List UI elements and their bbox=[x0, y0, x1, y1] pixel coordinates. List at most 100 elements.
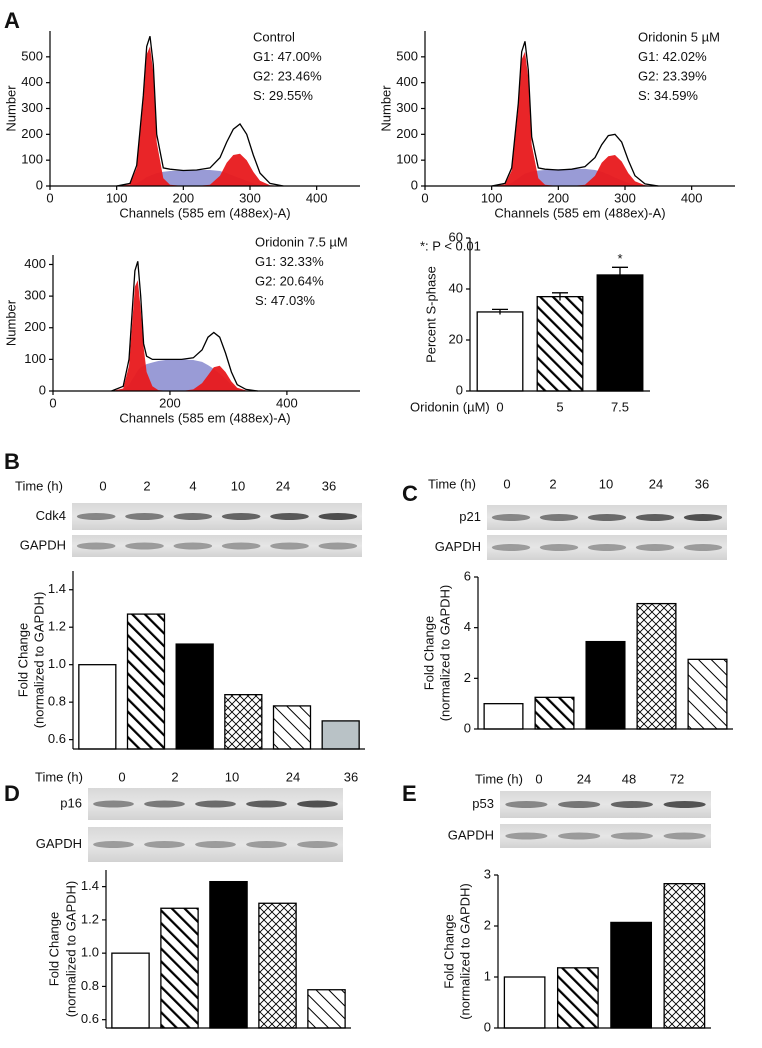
outline bbox=[116, 36, 284, 187]
error-bar bbox=[612, 266, 628, 283]
annotation: G2: 23.46% bbox=[253, 68, 322, 83]
lane-label: 24 bbox=[577, 771, 591, 786]
lane-label: 24 bbox=[286, 769, 300, 784]
panel-label: E bbox=[402, 781, 417, 806]
x-tick-label: 0 bbox=[421, 190, 428, 205]
y-axis-label: Fold Change bbox=[15, 623, 30, 697]
bar bbox=[126, 613, 166, 750]
bar bbox=[663, 883, 706, 1029]
band bbox=[144, 841, 185, 848]
band bbox=[610, 801, 653, 808]
y-tick-label: 6 bbox=[464, 568, 471, 583]
y-axis-label: Number bbox=[378, 85, 393, 132]
band bbox=[246, 800, 287, 808]
annotation: S: 29.55% bbox=[253, 88, 313, 103]
y-tick-label: 0 bbox=[411, 177, 418, 192]
bar bbox=[307, 989, 346, 1029]
panel-label: C bbox=[402, 481, 418, 506]
lane-label: 2 bbox=[549, 476, 556, 491]
y-tick-label: 0.8 bbox=[48, 694, 66, 709]
annotation: S: 34.59% bbox=[638, 88, 698, 103]
band bbox=[125, 513, 164, 520]
y-axis-label: Percent S-phase bbox=[423, 266, 438, 363]
y-tick-label: 1.0 bbox=[81, 945, 99, 960]
y-tick-label: 200 bbox=[21, 126, 43, 141]
blot-strip bbox=[72, 503, 362, 530]
lane-label: 24 bbox=[276, 478, 290, 493]
row-label: GAPDH bbox=[20, 537, 66, 552]
y-tick-label: 400 bbox=[396, 74, 418, 89]
x-tick-label: 5 bbox=[556, 399, 563, 414]
lane-label: 36 bbox=[344, 769, 358, 784]
x-axis-label: Channels (585 em (488ex)-A) bbox=[494, 205, 665, 220]
band bbox=[93, 841, 134, 848]
y-tick-label: 0 bbox=[36, 177, 43, 192]
annotation: Oridonin 5 µM bbox=[638, 29, 720, 44]
y-tick-label: 100 bbox=[24, 351, 46, 366]
area bbox=[116, 153, 284, 186]
band bbox=[173, 513, 213, 520]
y-axis-label: Number bbox=[3, 85, 18, 132]
outline bbox=[491, 41, 659, 187]
band bbox=[125, 542, 164, 550]
area bbox=[491, 155, 659, 186]
y-tick-label: 0.6 bbox=[48, 731, 66, 746]
y-axis-label: Number bbox=[3, 299, 18, 346]
y-tick-label: 1 bbox=[484, 968, 491, 983]
x-tick-label: 7.5 bbox=[611, 399, 629, 414]
y-tick-label: 200 bbox=[396, 126, 418, 141]
band bbox=[195, 841, 236, 848]
band bbox=[683, 544, 723, 551]
x-tick-label: 0 bbox=[49, 395, 56, 410]
annotation: Oridonin 7.5 µM bbox=[255, 234, 348, 249]
x-tick-label: 400 bbox=[306, 190, 328, 205]
y-tick-label: 1.2 bbox=[48, 619, 66, 634]
y-tick-label: 2 bbox=[464, 670, 471, 685]
band bbox=[318, 513, 358, 520]
blot-strip bbox=[72, 535, 362, 557]
y-axis-label: Fold Change bbox=[441, 914, 456, 988]
annotation: G2: 23.39% bbox=[638, 68, 707, 83]
y-tick-label: 300 bbox=[24, 288, 46, 303]
band bbox=[558, 832, 601, 840]
y-axis-label: (normalized to GAPDH) bbox=[457, 883, 472, 1020]
band bbox=[93, 800, 134, 808]
x-tick-label: 200 bbox=[172, 190, 194, 205]
lane-label: 10 bbox=[231, 478, 245, 493]
y-tick-label: 400 bbox=[21, 74, 43, 89]
band bbox=[297, 841, 338, 848]
y-tick-label: 100 bbox=[396, 152, 418, 167]
y-tick-label: 1.2 bbox=[81, 911, 99, 926]
band bbox=[270, 513, 309, 520]
time-label: Time (h) bbox=[35, 769, 83, 784]
lane-label: 0 bbox=[503, 476, 510, 491]
y-tick-label: 100 bbox=[21, 152, 43, 167]
y-axis-label: Fold Change bbox=[46, 912, 61, 986]
band bbox=[297, 800, 338, 808]
y-tick-label: 3 bbox=[484, 866, 491, 881]
lane-label: 2 bbox=[171, 769, 178, 784]
row-label: GAPDH bbox=[448, 827, 494, 842]
y-tick-label: 1.4 bbox=[48, 581, 66, 596]
band bbox=[587, 514, 627, 521]
x-axis-label: Oridonin (µM) bbox=[410, 399, 490, 414]
band bbox=[195, 800, 236, 808]
row-label: Cdk4 bbox=[36, 508, 66, 523]
row-label: GAPDH bbox=[36, 836, 82, 851]
lane-label: 36 bbox=[322, 478, 336, 493]
bar bbox=[258, 902, 297, 1029]
row-label: p21 bbox=[459, 509, 481, 524]
bar bbox=[585, 640, 626, 730]
y-tick-label: 1.0 bbox=[48, 656, 66, 671]
panel-label: D bbox=[4, 781, 20, 806]
y-tick-label: 400 bbox=[24, 256, 46, 271]
annotation: *: P < 0.01 bbox=[420, 238, 481, 253]
bar bbox=[534, 696, 575, 730]
band bbox=[505, 832, 548, 840]
error-bar bbox=[492, 308, 508, 315]
band bbox=[173, 542, 213, 550]
lane-label: 0 bbox=[99, 478, 106, 493]
y-tick-label: 1.4 bbox=[81, 878, 99, 893]
x-tick-label: 200 bbox=[159, 395, 181, 410]
